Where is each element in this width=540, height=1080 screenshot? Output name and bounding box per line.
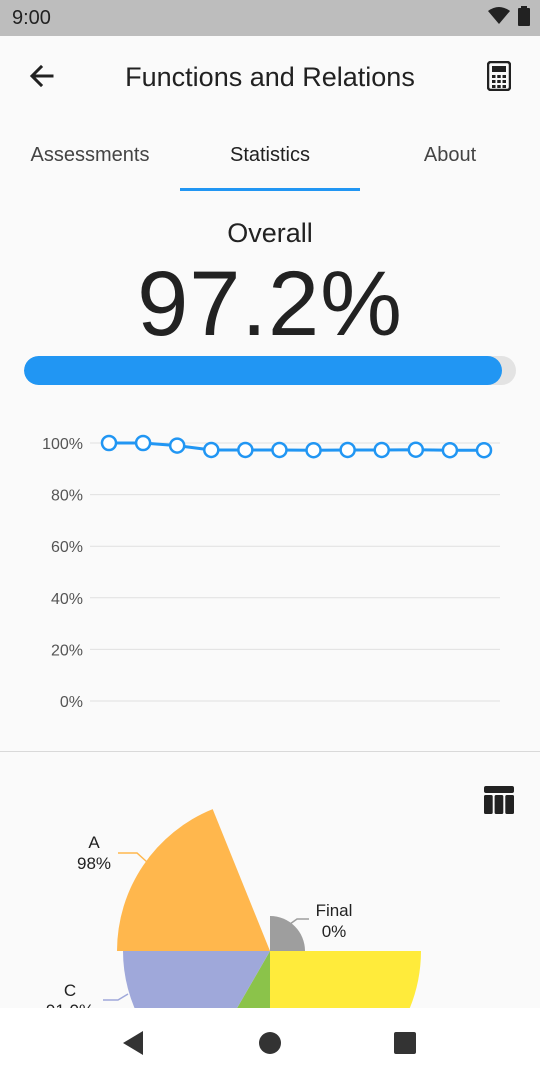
system-nav-bar bbox=[0, 1008, 540, 1080]
y-tick-label: 0% bbox=[60, 694, 83, 711]
data-point[interactable] bbox=[100, 434, 118, 452]
pie-percent-a: 98% bbox=[77, 854, 111, 873]
arrow-left-icon bbox=[28, 62, 56, 95]
data-point[interactable] bbox=[134, 434, 152, 452]
tab-assessments[interactable]: Assessments bbox=[30, 144, 150, 166]
calculator-button[interactable] bbox=[478, 56, 520, 100]
page-title: Functions and Relations bbox=[125, 62, 415, 92]
data-point[interactable] bbox=[407, 441, 425, 458]
data-point[interactable] bbox=[475, 441, 493, 459]
tab-about[interactable]: About bbox=[423, 144, 477, 166]
pie-slice[interactable] bbox=[270, 951, 421, 1008]
nav-recent-button[interactable] bbox=[390, 1030, 420, 1060]
overall-progress-fill bbox=[24, 356, 503, 385]
leader-line bbox=[103, 993, 129, 1001]
overall-label: Overall bbox=[227, 218, 313, 248]
data-point[interactable] bbox=[339, 441, 356, 459]
y-tick-label: 100% bbox=[42, 436, 83, 453]
y-tick-label: 40% bbox=[51, 591, 83, 608]
data-point[interactable] bbox=[271, 441, 288, 459]
battery-icon bbox=[518, 5, 530, 31]
pie-slice-a[interactable] bbox=[117, 809, 270, 951]
pie-slice-final[interactable] bbox=[270, 916, 305, 951]
data-point[interactable] bbox=[203, 441, 220, 459]
nav-home-icon bbox=[258, 1031, 282, 1060]
grade-distribution-pie-chart: A 98% Final 0% C91.0% bbox=[46, 809, 421, 1008]
y-tick-label: 80% bbox=[51, 488, 83, 505]
data-point[interactable] bbox=[373, 441, 390, 459]
pie-label-a: A bbox=[88, 833, 100, 852]
y-tick-label: 60% bbox=[51, 539, 83, 556]
app-bar: Functions and Relations bbox=[0, 36, 540, 122]
nav-back-button[interactable] bbox=[118, 1030, 148, 1060]
pie-percent-c: 91.0% bbox=[46, 1001, 94, 1008]
tab-bar: Assessments Statistics About bbox=[0, 124, 540, 192]
section-divider bbox=[0, 751, 540, 752]
data-point[interactable] bbox=[305, 441, 322, 459]
tab-statistics[interactable]: Statistics bbox=[229, 144, 311, 166]
pie-slice-c[interactable] bbox=[123, 951, 270, 1008]
leader-line bbox=[289, 918, 309, 925]
status-bar: 9:00 bbox=[0, 0, 540, 36]
calculator-icon bbox=[486, 60, 512, 96]
status-icons bbox=[488, 5, 530, 31]
data-point[interactable] bbox=[168, 437, 186, 454]
wifi-icon bbox=[488, 6, 510, 30]
series-line bbox=[109, 441, 484, 452]
pie-slice[interactable] bbox=[195, 951, 271, 1008]
y-tick-label: 20% bbox=[51, 642, 83, 659]
pie-label-c: C bbox=[64, 981, 76, 1000]
nav-recent-icon bbox=[393, 1031, 417, 1060]
grade-history-line-chart: 100% 80% 60% 40% 20% 0% bbox=[42, 434, 500, 711]
pie-label-final: Final bbox=[316, 901, 353, 920]
leader-line bbox=[118, 852, 148, 863]
table-icon bbox=[484, 785, 514, 819]
overall-progress-bar bbox=[24, 356, 516, 385]
pie-percent-final: 0% bbox=[322, 922, 347, 941]
tab-indicator bbox=[180, 188, 360, 191]
data-point[interactable] bbox=[441, 441, 459, 459]
nav-back-icon bbox=[121, 1030, 145, 1061]
overall-value: 97.2% bbox=[137, 253, 403, 355]
data-point[interactable] bbox=[237, 441, 254, 459]
table-view-button[interactable] bbox=[478, 782, 520, 822]
nav-home-button[interactable] bbox=[255, 1030, 285, 1060]
status-time: 9:00 bbox=[12, 7, 51, 29]
back-button[interactable] bbox=[22, 56, 62, 100]
